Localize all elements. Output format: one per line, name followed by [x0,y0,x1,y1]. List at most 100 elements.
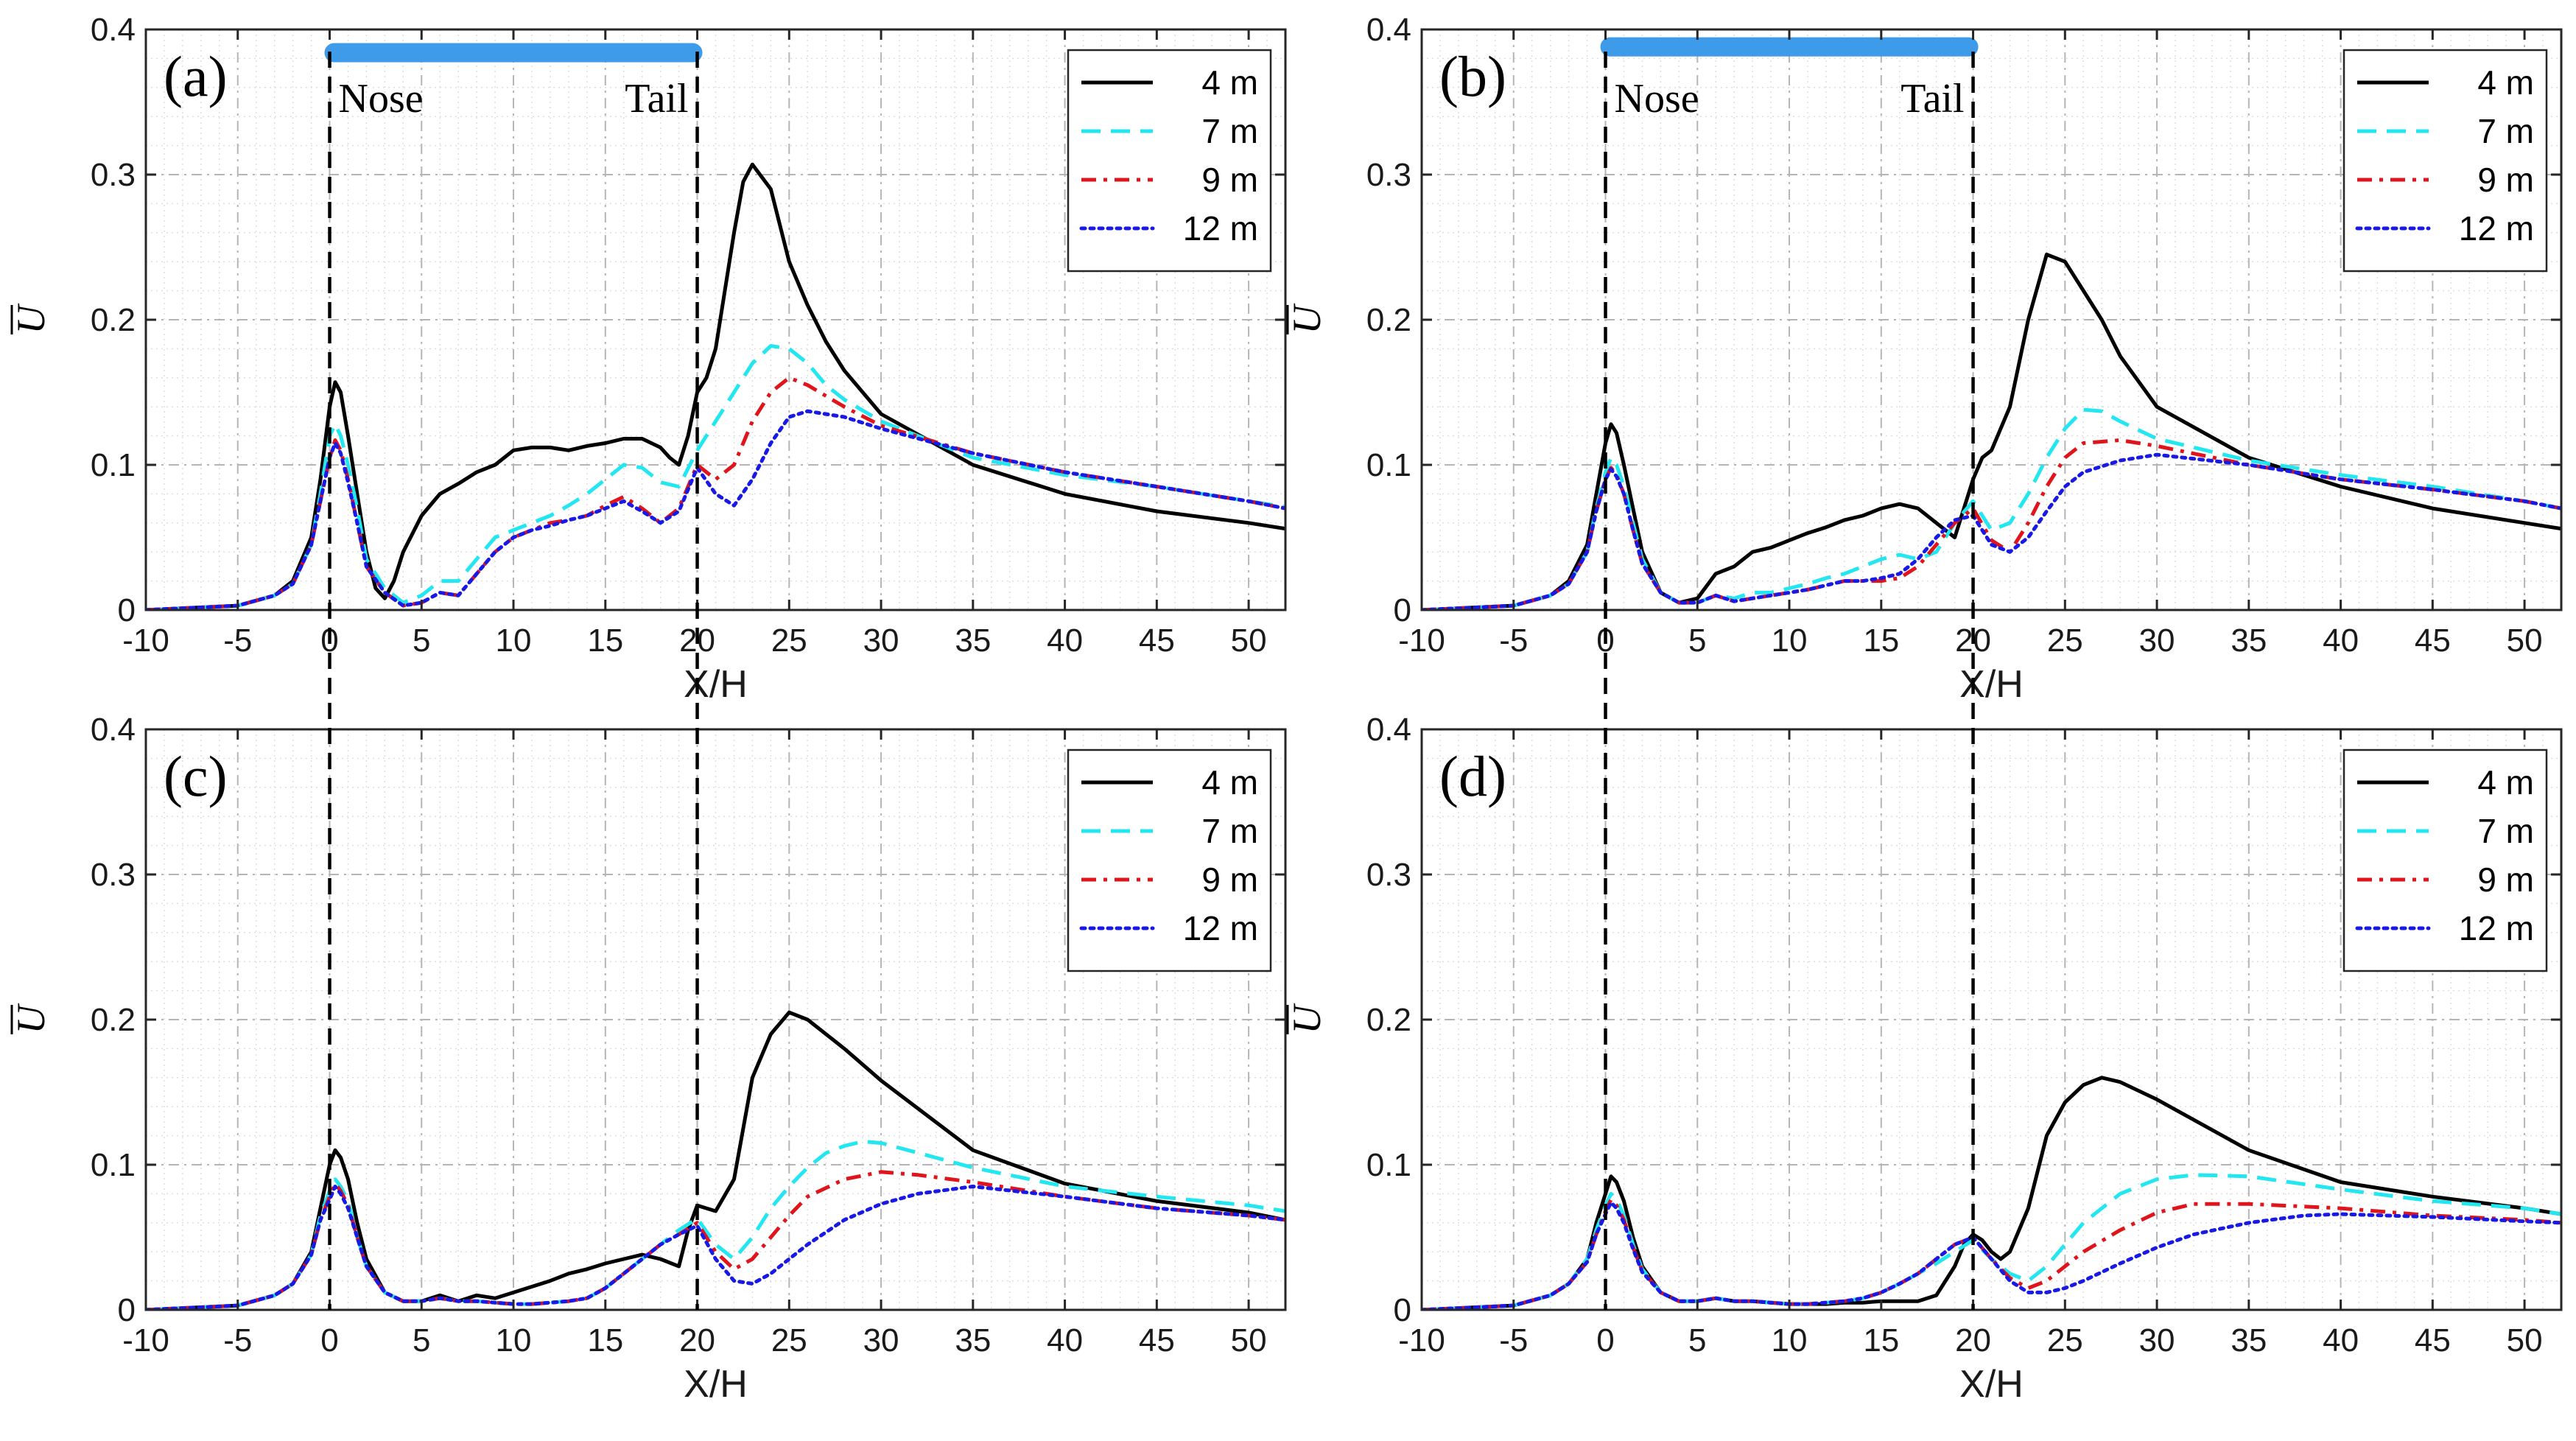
legend-box [1067,49,1272,273]
series-line-7-m [1422,407,2561,610]
x-tick-label: -10 [122,623,169,659]
x-tick-label: 10 [496,623,532,659]
legend-entry: 9 m [1201,860,1258,899]
x-tick-label: -5 [223,623,252,659]
annotation-nose: Nose [339,76,424,122]
panel-label: (b) [1439,44,1506,108]
legend-entry: 4 m [1201,763,1258,802]
x-tick-label: 15 [1863,1322,1899,1358]
legend-entry: 7 m [1201,812,1258,850]
legend-entry: 12 m [1183,909,1258,947]
panel-label: (d) [1439,744,1506,808]
y-tick-label: 0.3 [1366,857,1411,893]
x-tick-label: 15 [587,1322,623,1358]
y-axis-label: U [9,304,53,334]
y-tick-label: 0.1 [1366,1147,1411,1183]
x-tick-label: 35 [2231,623,2267,659]
legend-entry: 9 m [1201,161,1258,199]
legend-entry: 4 m [2477,63,2534,102]
y-axis-label: U [1285,1003,1329,1034]
x-tick-label: 10 [496,1322,532,1358]
x-tick-label: 20 [1955,1322,1991,1358]
x-tick-label: 50 [2507,1322,2543,1358]
x-axis-label: X/H [684,663,748,706]
series-line-4-m [146,162,1285,610]
x-tick-label: -10 [1398,623,1445,659]
legend-entry: 12 m [2459,209,2534,248]
x-tick-label: 25 [771,623,807,659]
x-tick-label: 50 [1231,1322,1267,1358]
x-tick-label: 5 [413,1322,430,1358]
y-axis-label: U [9,1003,53,1034]
x-axis-label: X/H [1959,663,2024,706]
legend-entry: 12 m [2459,909,2534,947]
y-tick-label: 0.4 [91,712,136,748]
x-tick-label: 15 [1863,623,1899,659]
y-tick-label: 0.4 [91,12,136,48]
x-tick-label: 0 [1596,1322,1614,1358]
x-tick-label: 40 [1047,1322,1083,1358]
x-tick-label: 30 [2139,1322,2175,1358]
x-tick-label: 35 [2231,1322,2267,1358]
x-tick-label: 45 [1139,1322,1175,1358]
x-tick-label: 30 [863,623,899,659]
x-tick-label: 5 [1688,623,1706,659]
panel-d: -10 -5 0 5 10 15 20 25 30 35 40 45 50 0 0.1 0.2 0.3 0.4 X/… [1285,712,2563,1406]
series-line-7-m [146,344,1285,610]
panel-a: -10-50510152025303540455000.10.20.30.4X/… [9,12,1287,706]
x-tick-label: -5 [1499,623,1528,659]
y-tick-label: 0 [118,1292,136,1328]
annotation-tail: Tail [1901,76,1964,122]
y-tick-label: 0.1 [1366,447,1411,483]
annotation-nose: Nose [1615,76,1699,122]
legend-entry: 7 m [1201,112,1258,150]
panel-b: -10-50510152025303540455000.10.20.30.4X/… [1285,12,2563,706]
legend-entry: 9 m [2477,161,2534,199]
y-axis-label: U [1285,304,1329,334]
y-tick-label: 0.3 [91,157,136,193]
annotation-tail: Tail [625,76,688,122]
x-tick-label: 45 [1139,623,1175,659]
series-group [146,1010,1285,1310]
y-tick-label: 0.2 [1366,302,1411,338]
series-line-4-m [146,1010,1285,1310]
y-tick-label: 0 [118,592,136,628]
series-line-4-m [1422,252,2561,610]
x-tick-label: -5 [1499,1322,1528,1358]
y-tick-label: 0.4 [1366,712,1411,748]
y-tick-label: 0.3 [91,857,136,893]
series-line-9-m [146,1170,1285,1310]
x-tick-label: -10 [122,1322,169,1358]
x-tick-label: 35 [955,623,991,659]
panel-label: (c) [164,744,228,808]
x-tick-label: -10 [1398,1322,1445,1358]
x-tick-label: 25 [771,1322,807,1358]
series-line-9-m [146,376,1285,610]
legend-box [1067,748,1272,972]
series-group [1422,252,2561,610]
legend-box [2342,748,2548,972]
y-tick-label: 0.1 [91,447,136,483]
x-tick-label: 10 [1772,623,1808,659]
series-group [146,162,1285,610]
y-tick-label: 0.2 [91,302,136,338]
legend-entry: 12 m [1183,209,1258,248]
x-tick-label: 10 [1772,1322,1808,1358]
legend-entry: 9 m [2477,860,2534,899]
x-tick-label: 5 [413,623,430,659]
legend-entry: 4 m [2477,763,2534,802]
x-tick-label: 35 [955,1322,991,1358]
x-tick-label: 25 [2047,1322,2083,1358]
x-tick-label: 30 [863,1322,899,1358]
x-tick-label: 50 [2507,623,2543,659]
x-tick-label: 45 [2415,1322,2451,1358]
series-line-4-m [1422,1076,2561,1310]
x-tick-label: 0 [320,1322,338,1358]
x-tick-label: 40 [2323,623,2359,659]
x-tick-label: -5 [223,1322,252,1358]
y-tick-label: 0.2 [1366,1002,1411,1038]
legend-entry: 7 m [2477,112,2534,150]
x-tick-label: 15 [587,623,623,659]
legend-entry: 4 m [1201,63,1258,102]
